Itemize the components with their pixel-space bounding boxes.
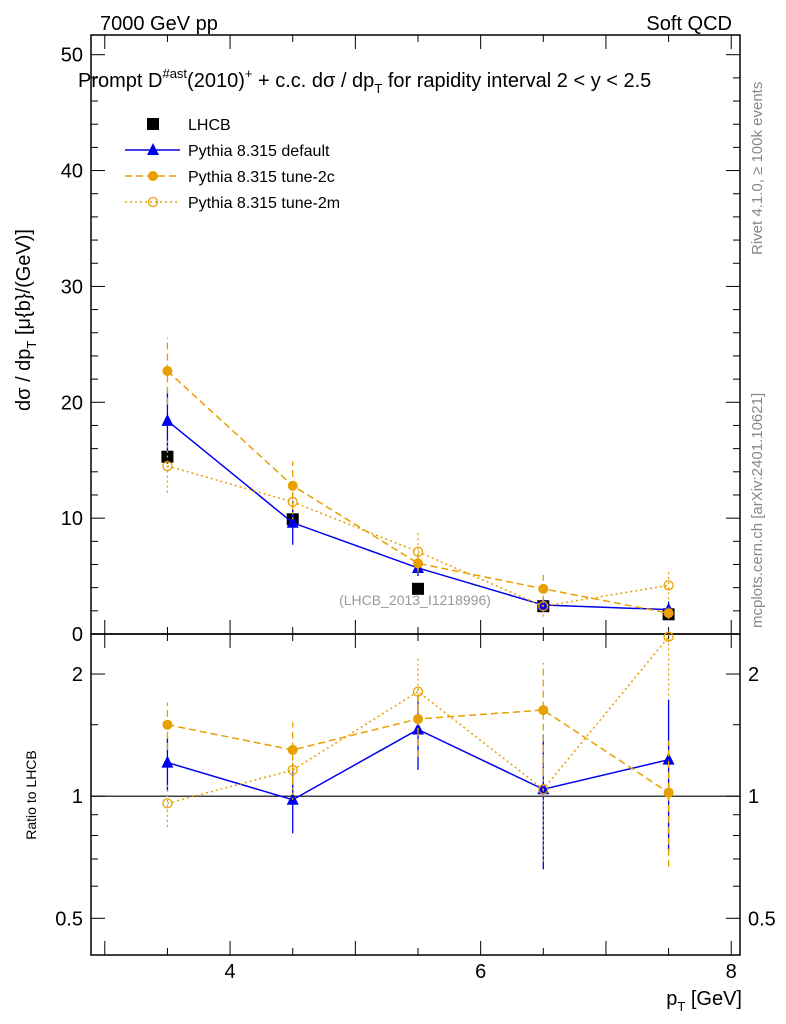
legend-item: Pythia 8.315 tune-2c <box>125 169 335 186</box>
series-line <box>166 370 669 614</box>
legend-item: Pythia 8.315 default <box>125 143 330 160</box>
legend-label: Pythia 8.315 tune-2m <box>188 195 340 212</box>
ratio-axis-label: Ratio to LHCB <box>23 750 39 839</box>
data-point <box>161 413 174 426</box>
data-point <box>537 782 550 795</box>
x-tick-label: 6 <box>475 961 486 983</box>
y-tick-label: 30 <box>61 276 83 298</box>
legend-label: Pythia 8.315 default <box>188 143 330 160</box>
data-point <box>663 787 674 798</box>
rivet-label: Rivet 4.1.0, ≥ 100k events <box>749 82 766 255</box>
data-point <box>287 764 298 776</box>
data-point <box>538 784 549 795</box>
data-point <box>412 546 424 557</box>
data-point <box>663 580 674 591</box>
main-series-pythia-8-315-tune-2m <box>162 439 674 617</box>
y-tick-label-right: 0.5 <box>748 908 776 930</box>
header-left: 7000 GeV pp <box>100 13 218 35</box>
series-line <box>167 636 670 805</box>
data-point <box>663 608 674 619</box>
header-right: Soft QCD <box>646 13 732 35</box>
legend-item: LHCB <box>147 117 231 134</box>
data-point <box>162 798 173 809</box>
y-tick-label: 50 <box>61 45 83 67</box>
main-series-pythia-8-315-tune-2c <box>162 337 674 619</box>
y-tick-label: 0 <box>72 624 83 646</box>
legend-marker <box>147 118 159 130</box>
data-point <box>663 631 674 642</box>
plot-title: Prompt D#ast(2010)+ + c.c. dσ / dpT for … <box>78 66 651 96</box>
legend-label: LHCB <box>188 117 231 134</box>
legend-marker <box>148 171 158 181</box>
mcplots-label: mcplots.cern.ch [arXiv:2401.10621] <box>749 393 766 628</box>
y-tick-label: 20 <box>61 392 83 414</box>
y-tick-label: 40 <box>61 161 83 183</box>
analysis-watermark: (LHCB_2013_I1218996) <box>339 592 491 608</box>
legend-label: Pythia 8.315 tune-2c <box>188 169 335 186</box>
data-point <box>287 480 298 491</box>
legend-item: Pythia 8.315 tune-2m <box>125 195 340 212</box>
x-axis-label: pT [GeV] <box>666 988 742 1014</box>
data-point <box>286 515 299 528</box>
data-point <box>412 686 424 697</box>
data-point <box>162 719 173 730</box>
y-tick-label: 2 <box>72 664 83 686</box>
x-tick-label: 4 <box>225 961 236 983</box>
series-line <box>166 420 669 611</box>
y-tick-label: 0.5 <box>55 908 83 930</box>
legend-marker <box>147 196 159 208</box>
data-point <box>162 365 173 376</box>
y-tick-label: 10 <box>61 508 83 530</box>
legend-marker <box>147 143 159 155</box>
data-point <box>287 496 298 508</box>
series-line <box>167 465 669 607</box>
data-point <box>662 752 675 765</box>
data-point <box>538 601 549 612</box>
data-point <box>412 582 425 595</box>
y-tick-label-right: 2 <box>748 664 759 686</box>
data-point <box>161 755 174 768</box>
y-tick-label-right: 1 <box>748 786 759 808</box>
data-point <box>538 583 549 594</box>
ratio-series-pythia-8-315-tune-2m <box>162 631 674 862</box>
data-point <box>538 705 549 716</box>
x-tick-label: 8 <box>726 961 737 983</box>
data-point <box>537 598 550 611</box>
y-axis-label: dσ / dpT [μ{b}/(GeV)] <box>13 229 39 411</box>
plot-frame <box>90 633 741 956</box>
legend: LHCB Pythia 8.315 default Pythia 8.315 tun… <box>125 117 340 212</box>
data-point <box>162 460 173 472</box>
y-tick-label: 1 <box>72 786 83 808</box>
data-point <box>287 744 298 755</box>
